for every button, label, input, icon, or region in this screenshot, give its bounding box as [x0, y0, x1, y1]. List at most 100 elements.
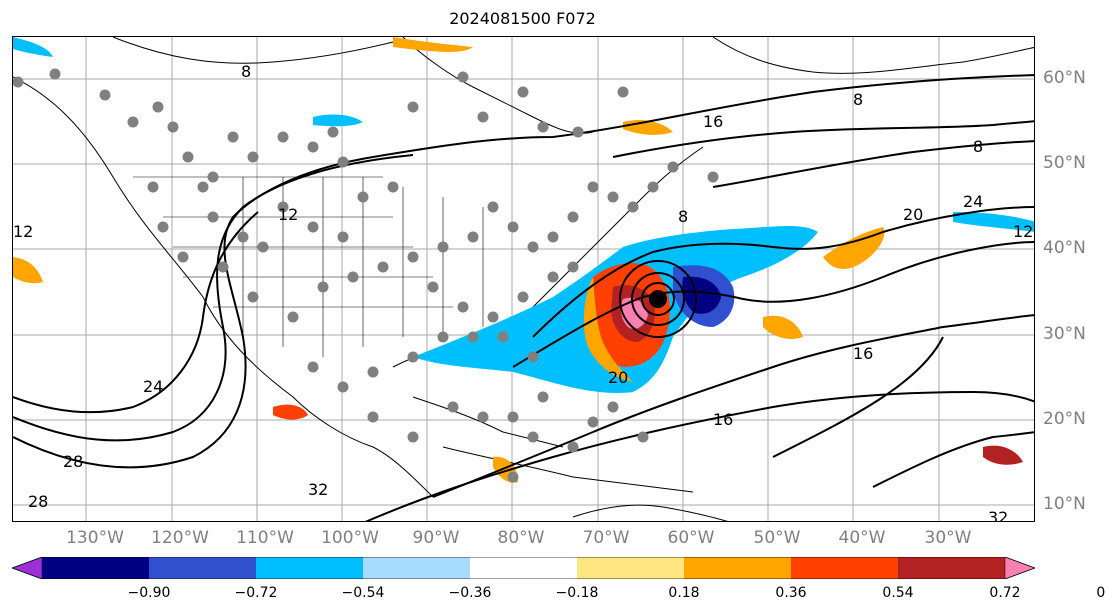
- map-title: 2024081500 F072: [449, 9, 596, 28]
- station-dot: [537, 121, 549, 133]
- station-dot: [227, 131, 239, 143]
- contour-label: 12: [278, 205, 298, 224]
- contour-label: 8: [853, 90, 863, 109]
- longitude-label: 40°W: [838, 528, 886, 548]
- station-dot: [49, 68, 61, 80]
- colorbar-segment: [684, 557, 791, 579]
- station-dot: [337, 231, 349, 243]
- contour-label: 8: [678, 207, 688, 226]
- station-dot: [367, 366, 379, 378]
- colorbar-tick-label: −0.54: [341, 585, 385, 601]
- station-dot: [407, 431, 419, 443]
- station-dot: [197, 181, 209, 193]
- station-dot: [437, 331, 449, 343]
- colorbar-segment: [42, 557, 149, 579]
- station-dot: [147, 181, 159, 193]
- station-dot: [667, 161, 679, 173]
- station-dot: [99, 89, 111, 101]
- station-dot: [567, 211, 579, 223]
- station-dot: [327, 126, 339, 138]
- colorbar-tick-label: −0.90: [127, 585, 171, 601]
- station-dot: [567, 441, 579, 453]
- station-dot: [237, 231, 249, 243]
- station-dot: [567, 261, 579, 273]
- station-dot: [257, 241, 269, 253]
- station-dot: [477, 111, 489, 123]
- longitude-label: 80°W: [497, 528, 545, 548]
- colorbar-tick-label: 0.54: [882, 585, 914, 601]
- station-dot: [547, 231, 559, 243]
- map-canvas: 8 8 8 8 12 12 12 16 16 16 20 20 24 24 28 28 32 32: [13, 37, 1034, 521]
- hurricane-center-icon: [651, 292, 665, 306]
- station-dot: [152, 101, 164, 113]
- station-dot: [217, 261, 229, 273]
- station-dot: [307, 141, 319, 153]
- contour-label: 12: [13, 222, 33, 241]
- station-dot: [287, 311, 299, 323]
- station-dot: [467, 231, 479, 243]
- colorbar-segment: [470, 557, 577, 579]
- longitude-label: 60°W: [667, 528, 715, 548]
- longitude-label: 50°W: [753, 528, 801, 548]
- contour-label: 20: [903, 205, 923, 224]
- station-dot: [437, 241, 449, 253]
- colorbar-extend-low: [12, 557, 43, 579]
- station-dot: [407, 251, 419, 263]
- station-dot: [377, 261, 389, 273]
- station-dot: [307, 361, 319, 373]
- station-dot: [707, 171, 719, 183]
- station-dot: [467, 331, 479, 343]
- latitude-label: 40°N: [1043, 238, 1086, 258]
- station-dot: [497, 331, 509, 343]
- latitude-label: 60°N: [1043, 68, 1086, 88]
- weather-map[interactable]: 8 8 8 8 12 12 12 16 16 16 20 20 24 24 28 28 32 32: [12, 36, 1035, 522]
- contour-label: 8: [241, 62, 251, 81]
- station-dot: [447, 401, 459, 413]
- station-dot: [357, 191, 369, 203]
- station-dot: [507, 471, 519, 483]
- latitude-label: 10°N: [1043, 494, 1086, 514]
- longitude-label: 90°W: [412, 528, 460, 548]
- colorbar-segment: [791, 557, 898, 579]
- contour-label: 16: [713, 410, 733, 429]
- colorbar-tick-label: −0.18: [555, 585, 599, 601]
- station-dot: [307, 221, 319, 233]
- contour-label: 32: [308, 480, 328, 499]
- longitude-label: 100°W: [321, 528, 379, 548]
- station-dot: [507, 221, 519, 233]
- colorbar-tick-label: −0.36: [448, 585, 492, 601]
- station-dot: [527, 431, 539, 443]
- station-dot: [277, 131, 289, 143]
- contour-label: 20: [608, 368, 628, 387]
- station-dot: [457, 301, 469, 313]
- station-dot: [407, 351, 419, 363]
- graticule: [13, 37, 1034, 521]
- station-dot: [572, 126, 584, 138]
- contour-label: 16: [853, 344, 873, 363]
- latitude-label: 30°N: [1043, 324, 1086, 344]
- latitude-label: 50°N: [1043, 153, 1086, 173]
- colorbar-segment: [256, 557, 363, 579]
- station-dot: [527, 241, 539, 253]
- station-dot: [487, 201, 499, 213]
- station-dot: [157, 221, 169, 233]
- station-dot: [517, 291, 529, 303]
- station-dot: [487, 311, 499, 323]
- station-dot: [337, 156, 349, 168]
- contour-label: 16: [703, 112, 723, 131]
- station-dot: [427, 281, 439, 293]
- station-dot: [407, 101, 419, 113]
- station-dot: [647, 181, 659, 193]
- station-dot: [627, 201, 639, 213]
- contour-label: 24: [143, 377, 163, 396]
- colorbar-tick-label: −0.72: [234, 585, 278, 601]
- contour-label: 28: [63, 452, 83, 471]
- station-dot: [207, 211, 219, 223]
- station-dot: [367, 411, 379, 423]
- state-boundaries: [133, 176, 484, 357]
- station-dot: [347, 271, 359, 283]
- station-dot: [547, 271, 559, 283]
- longitude-label: 130°W: [66, 528, 124, 548]
- colorbar-segment: [898, 557, 1005, 579]
- station-dot: [587, 181, 599, 193]
